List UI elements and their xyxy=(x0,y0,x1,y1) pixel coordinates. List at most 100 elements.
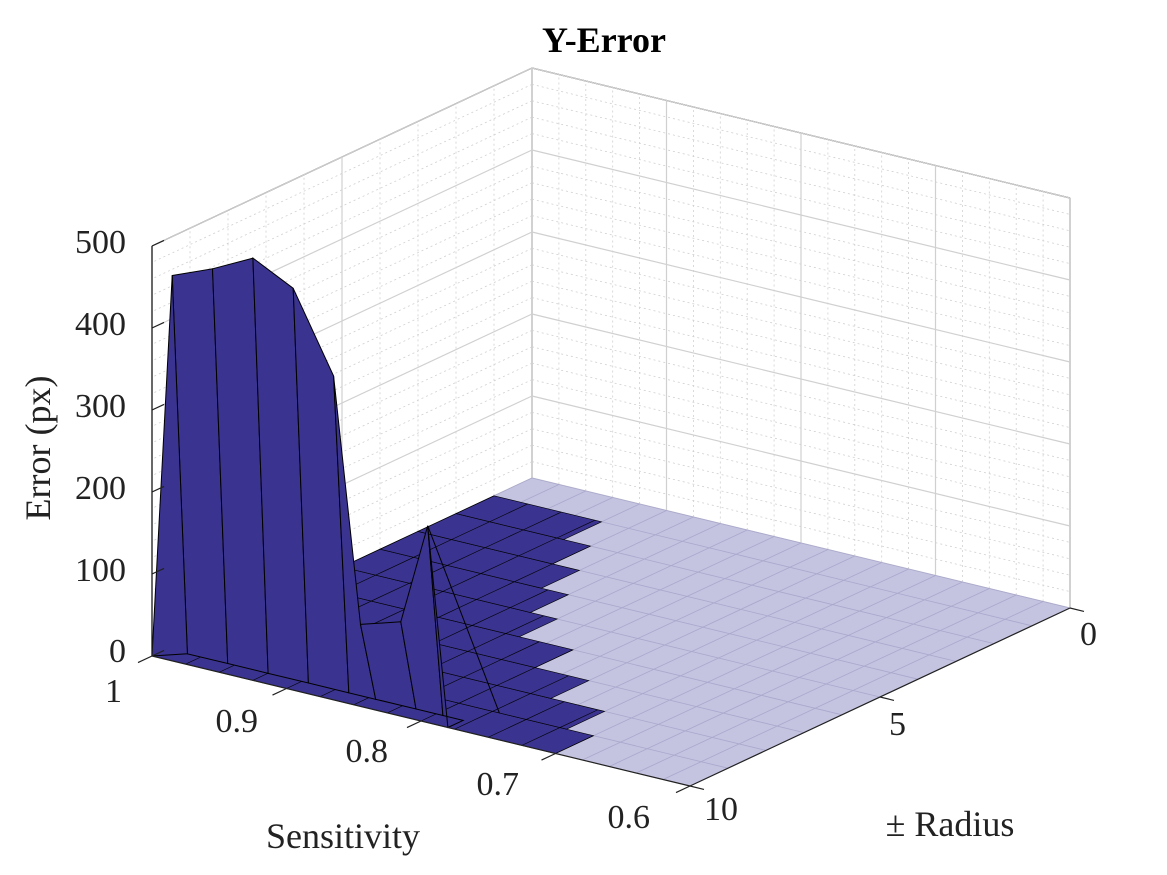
surface-mesh-line xyxy=(530,675,569,694)
grid-line xyxy=(531,362,1071,494)
surface-edge-line xyxy=(427,525,500,714)
z-tick xyxy=(151,567,165,575)
surface-mesh-line xyxy=(454,711,493,730)
z-tick xyxy=(151,485,165,493)
surface-mesh-line xyxy=(514,563,553,582)
x-tick-label-0.9: 0.9 xyxy=(216,703,259,740)
grid-line xyxy=(151,67,533,247)
surface-mesh-line xyxy=(485,529,524,548)
y-axis-label: ± Radius xyxy=(886,804,1015,844)
grid-line xyxy=(531,346,1071,478)
surface-mesh-line xyxy=(476,581,515,600)
grid-line xyxy=(531,264,1071,396)
grid-line xyxy=(531,330,1071,461)
surface-face-raised xyxy=(151,275,188,657)
surface-mesh-line xyxy=(555,735,594,754)
surface xyxy=(151,257,1071,787)
x-tick-label-0.8: 0.8 xyxy=(346,733,389,770)
z-tick-label-200: 200 xyxy=(75,470,126,507)
grid-line xyxy=(531,379,1071,510)
grid-line xyxy=(531,166,1071,297)
grid-line xyxy=(531,182,1071,314)
surface-mesh-line xyxy=(534,649,574,668)
z-tick-label-500: 500 xyxy=(75,224,126,261)
surface-mesh-line xyxy=(523,511,562,531)
y-tick-label-0: 0 xyxy=(1080,616,1097,653)
x-tick xyxy=(541,752,556,761)
surface-mesh-line xyxy=(417,513,457,532)
x-tick-label-1: 1 xyxy=(105,673,122,710)
surface-mesh-line xyxy=(438,599,477,618)
surface-mesh-line xyxy=(521,727,561,746)
surface-mesh-line xyxy=(433,625,473,644)
y-tick xyxy=(689,785,705,790)
grid-line xyxy=(531,428,1071,560)
surface-mesh-line xyxy=(488,719,527,738)
grid-line xyxy=(531,461,1071,592)
chart-title: Y-Error xyxy=(542,20,666,60)
surface-mesh-line xyxy=(379,531,419,550)
surface-mesh-line xyxy=(509,589,549,608)
x-tick xyxy=(137,655,153,664)
x-axis-label: Sensitivity xyxy=(266,816,420,856)
surface-mesh-line xyxy=(375,557,414,576)
surface-mesh-line xyxy=(451,521,490,540)
z-tick xyxy=(151,239,165,247)
grid-line xyxy=(531,395,1071,527)
z-tick-label-100: 100 xyxy=(75,552,126,589)
surface-mesh-line xyxy=(447,547,486,566)
x-tick xyxy=(675,785,691,794)
surface-mesh-line xyxy=(467,633,506,652)
grid-line xyxy=(531,100,1071,232)
grid-line xyxy=(531,444,1071,576)
z-tick xyxy=(151,649,165,657)
z-axis-label: Error (px) xyxy=(18,376,58,521)
y-tick xyxy=(1069,607,1085,612)
surface-mesh-line xyxy=(496,667,536,686)
surface-mesh-line xyxy=(489,503,528,522)
surface-mesh-line xyxy=(559,709,599,728)
surface-mesh-line xyxy=(501,641,540,660)
grid-line xyxy=(531,280,1071,412)
y-tick-label-5: 5 xyxy=(889,706,906,743)
surface-mesh-line xyxy=(505,615,544,634)
surface-mesh-line xyxy=(471,607,511,626)
grid-line xyxy=(531,67,1071,199)
surface-mesh-line xyxy=(458,685,498,704)
surface-mesh-line xyxy=(556,519,596,539)
surface-face-raised xyxy=(427,525,465,729)
grid-line xyxy=(531,297,1071,428)
x-tick-label-0.6: 0.6 xyxy=(608,799,651,836)
surface-mesh-line xyxy=(455,495,495,514)
grid-line xyxy=(531,215,1071,346)
z-tick-label-300: 300 xyxy=(75,388,126,425)
y-tick-label-10: 10 xyxy=(704,791,738,828)
z-tick-label-0: 0 xyxy=(109,633,126,670)
x-tick xyxy=(406,720,422,729)
x-tick-label-0.7: 0.7 xyxy=(477,766,520,803)
grid-line xyxy=(531,231,1071,363)
surface-mesh-line xyxy=(371,582,410,602)
surface-mesh-line xyxy=(518,537,558,557)
z-tick xyxy=(151,403,165,411)
surface-mesh-line xyxy=(492,693,531,712)
grid-line xyxy=(531,198,1071,330)
grid-line xyxy=(531,248,1071,379)
grid-line xyxy=(531,133,1071,264)
surface-mesh-line xyxy=(531,477,1071,609)
surface-mesh-line xyxy=(480,555,520,574)
surface-mesh-line xyxy=(526,701,565,720)
grid-line xyxy=(531,84,1071,215)
grid-line xyxy=(531,149,1071,281)
grid-lines xyxy=(151,67,1071,657)
surface-mesh-line xyxy=(552,545,591,565)
z-tick-label-400: 400 xyxy=(75,306,126,343)
x-tick xyxy=(272,687,287,696)
grid-line xyxy=(531,116,1071,248)
tick-marks xyxy=(137,239,1085,794)
grid-line xyxy=(531,313,1071,445)
grid-line xyxy=(531,412,1071,543)
z-tick xyxy=(151,321,165,329)
